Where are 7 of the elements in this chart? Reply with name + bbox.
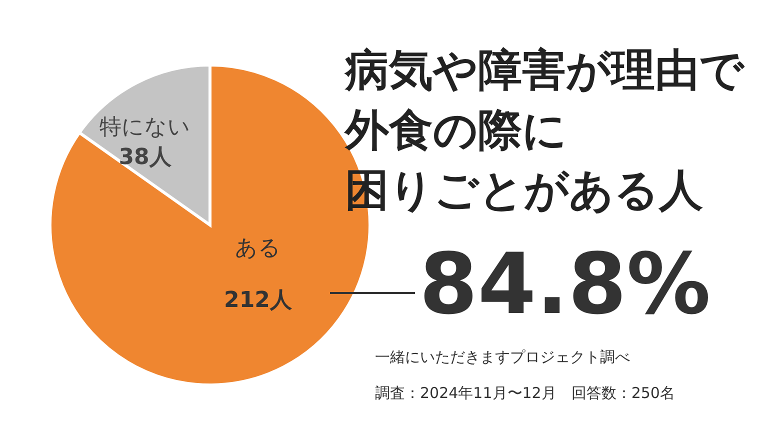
slice-label: 特にない (100, 115, 190, 140)
text: 一緒にいただきますプロジェクト調べ (375, 348, 630, 366)
data-label: 38人 (118, 145, 172, 170)
slice-label: ある (235, 236, 281, 261)
text: 84.8% (419, 235, 711, 333)
data-label: 212人 (224, 288, 293, 313)
text: 調査：2024年11月〜12月 回答数：250名 (375, 384, 675, 402)
